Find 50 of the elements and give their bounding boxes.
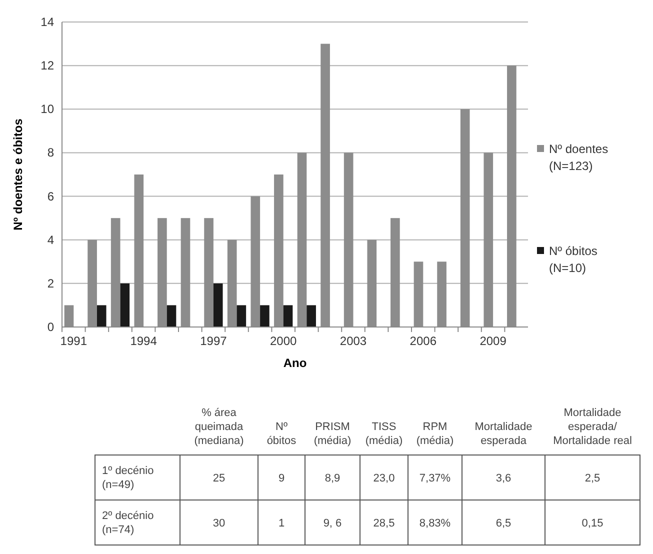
category-label: Mortalidade esperada/ Mortalidade real [553,407,632,447]
category-label: 2º decénio (n=74) [102,510,154,536]
y-tick-label: 4 [47,232,54,247]
text: 8,83% [419,518,451,530]
text: 1 [278,518,285,530]
category-label: 1º decénio (n=49) [102,465,154,491]
bar [260,305,270,327]
text: 9 [278,472,285,484]
bar [166,305,176,327]
text: 7,37% [419,472,451,484]
legend-label: Nº doentes (N=123) [549,142,608,173]
y-axis-title: Nº doentes e óbitos [11,118,25,230]
x-tick-label: 2003 [340,334,367,348]
x-axis-title: Ano [283,356,307,370]
text: 2,5 [584,472,600,484]
category-label: RPM (média) [416,421,454,447]
bar [213,283,223,327]
legend-label: Nº óbitos (N=10) [549,244,598,275]
x-tick-label: 1997 [200,334,228,348]
category-label: PRISM (média) [314,421,352,447]
y-tick-label: 10 [40,102,54,116]
text: 30 [212,518,226,530]
x-tick-label: 2000 [270,334,298,348]
bar [96,305,106,327]
text: 23,0 [373,472,395,484]
text: 8,9 [324,472,340,484]
category-label: % área queimada (mediana) [194,407,244,447]
category-label: TISS (média) [365,421,403,447]
text: 3,6 [496,472,512,484]
x-tick-label: 1991 [60,334,88,348]
y-tick-label: 12 [40,58,54,73]
bar [120,283,130,327]
text: 0,15 [582,518,604,530]
category-label: Mortalidade esperada [474,421,532,447]
bar [283,305,293,327]
x-tick-label: 1994 [130,334,158,348]
bar [306,305,316,327]
bar [236,305,246,327]
x-tick-label: 2006 [410,334,437,348]
y-tick-label: 2 [47,276,54,290]
x-tick-label: 2009 [480,334,507,348]
y-tick-label: 8 [47,146,54,160]
y-tick-label: 6 [47,189,54,204]
y-tick-label: 14 [40,15,54,29]
category-label: Nº óbitos [266,421,297,447]
text: 25 [212,472,226,484]
text: 28,5 [373,518,395,530]
text: 6,5 [496,518,512,530]
text: 9, 6 [323,518,342,530]
y-tick-label: 0 [47,320,54,334]
